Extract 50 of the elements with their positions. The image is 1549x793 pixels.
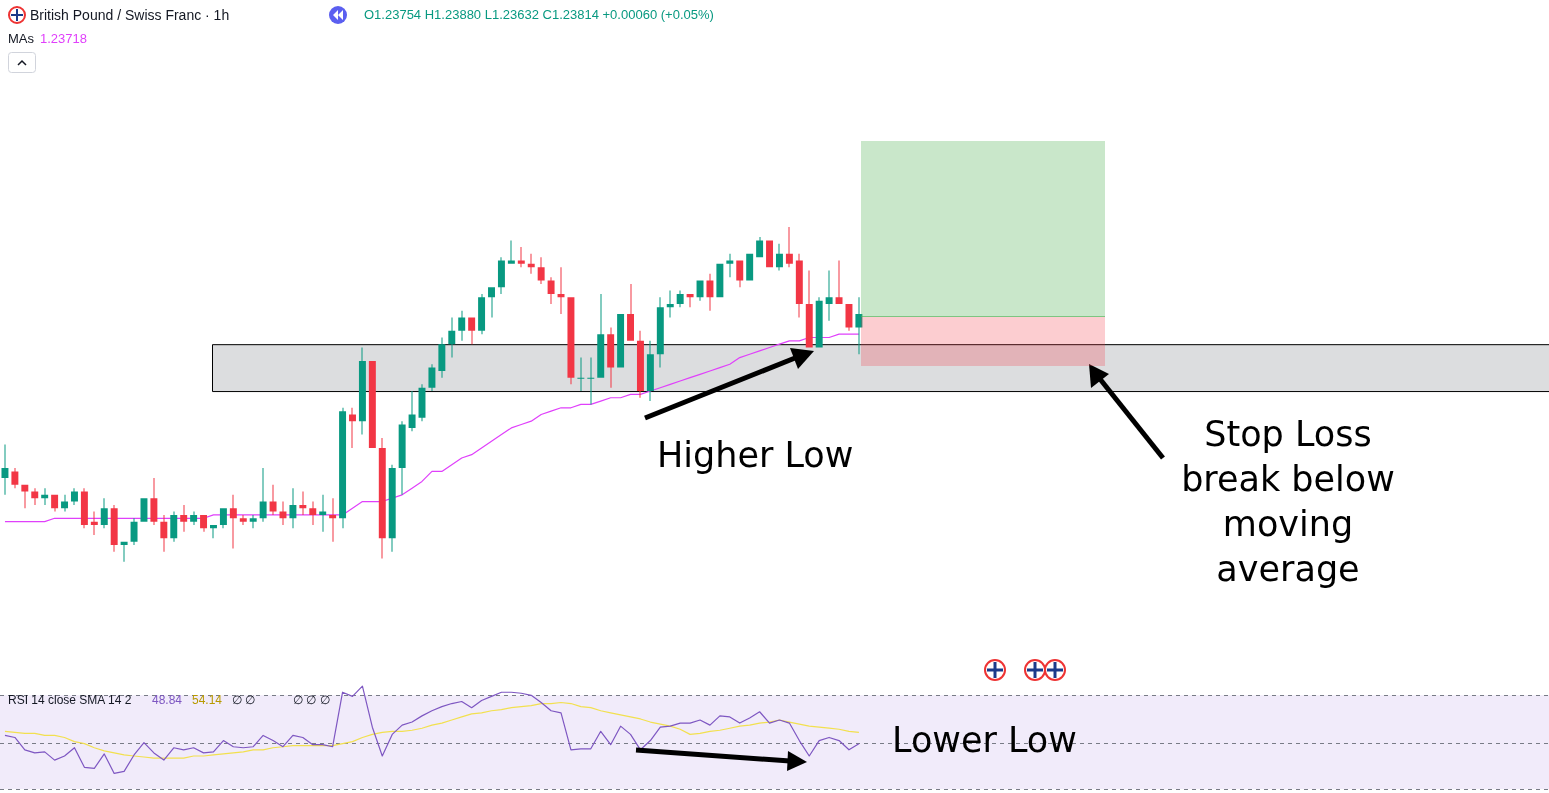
candlestick: [408, 391, 416, 432]
candlestick: [319, 494, 327, 532]
candlestick: [736, 260, 744, 288]
candlestick: [249, 514, 257, 529]
candlestick: [269, 484, 277, 515]
text: RSI 14 close SMA 14 2: [8, 693, 132, 707]
candlestick: [1, 444, 9, 495]
candlestick: [607, 327, 615, 388]
candlestick: [190, 511, 198, 525]
text: MAs: [8, 31, 34, 46]
annotation: 48.84: [152, 693, 183, 707]
candlestick: [825, 270, 833, 321]
text: 1.23718: [40, 31, 87, 46]
candlestick: [71, 488, 78, 505]
candlestick: [180, 504, 188, 532]
candlestick: [100, 498, 108, 529]
annotation: ∅ ∅: [232, 693, 256, 707]
candlestick: [468, 317, 476, 345]
candlestick: [726, 253, 734, 278]
text: O1.23754 H1.23880 L1.23632 C1.23814 +0.00060 (+0.05%): [364, 7, 714, 22]
annotation: ∅ ∅ ∅: [293, 693, 330, 707]
candlestick: [488, 287, 495, 318]
annotation: 54.14: [192, 693, 223, 707]
candlestick: [239, 514, 247, 525]
text: Stop Loss break below moving average: [1180, 413, 1396, 591]
candlestick: [577, 357, 585, 392]
candlestick: [329, 498, 337, 542]
candlestick: [150, 478, 158, 525]
candlestick: [756, 237, 764, 258]
candlestick: [219, 508, 227, 529]
annotation: Higher Low: [657, 435, 854, 475]
text: Lower Low: [892, 720, 1077, 760]
candlestick: [805, 270, 813, 348]
candlestick: [11, 468, 19, 489]
candlestick: [835, 260, 843, 304]
candlestick: [349, 407, 356, 448]
chart-title: British Pound / Swiss Franc · 1h: [30, 7, 230, 23]
candlestick: [627, 283, 634, 341]
candlestick: [229, 494, 237, 549]
candlestick: [31, 488, 39, 505]
candlestick: [438, 337, 446, 378]
candlestick: [507, 240, 515, 264]
candlestick: [458, 310, 466, 341]
candlestick: [309, 501, 317, 525]
candlestick: [517, 247, 525, 268]
candlestick: [597, 293, 605, 378]
candlestick: [785, 227, 793, 268]
candlestick: [587, 357, 595, 405]
candlestick: [537, 257, 545, 284]
candlestick: [855, 297, 863, 355]
